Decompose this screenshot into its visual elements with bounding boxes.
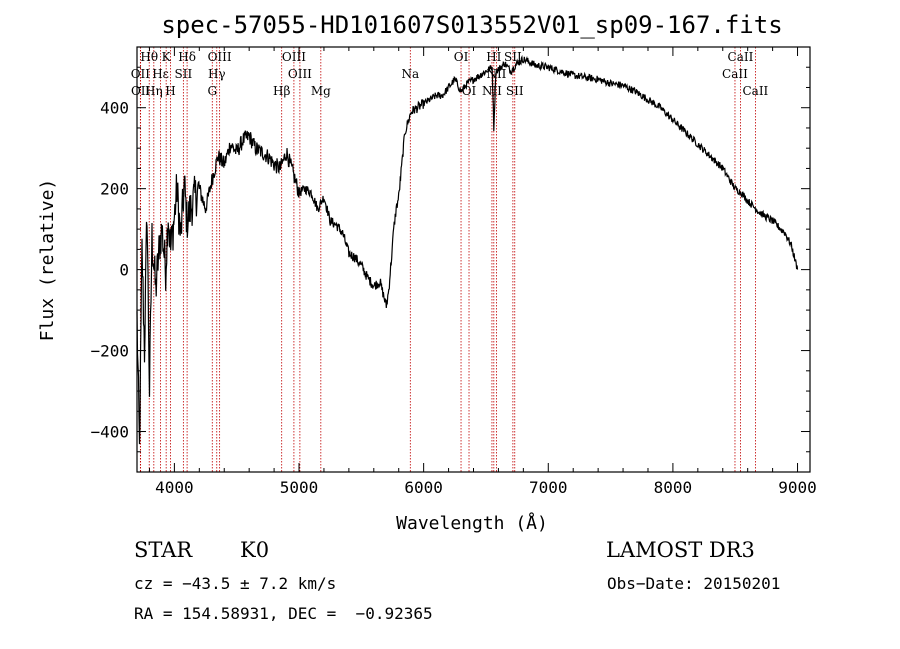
spectral-line-label: Hη <box>145 84 163 98</box>
x-tick-label: 9000 <box>778 478 817 497</box>
y-axis: −400 −200 0 200 400 <box>90 66 810 473</box>
survey-name: LAMOST DR3 <box>606 538 755 562</box>
object-class: STAR <box>134 538 193 562</box>
y-tick-label: 400 <box>100 99 129 118</box>
spectral-line-label: Hδ <box>178 50 196 64</box>
spectral-line-label: Hθ <box>140 50 158 64</box>
x-tick-label: 4000 <box>155 478 194 497</box>
spectral-line-label: Hε <box>152 67 169 81</box>
spectral-line-label: CaII <box>722 67 748 81</box>
spectrum-chart: spec-57055-HD101607S013552V01_sp09-167.f… <box>37 11 817 534</box>
plot-frame <box>136 46 811 473</box>
y-axis-label: Flux (relative) <box>37 179 58 342</box>
spectral-line-label: NII <box>482 84 502 98</box>
spectral-line-label: OII <box>131 67 151 81</box>
spectral-line-label: G <box>207 84 217 98</box>
x-tick-label: 8000 <box>654 478 693 497</box>
x-tick-label: 6000 <box>404 478 443 497</box>
spectral-line-label: Hβ <box>273 84 290 98</box>
spectral-line-label: CaII <box>742 84 768 98</box>
spectral-line-label: HI <box>486 50 501 64</box>
spectral-line-label: Na <box>401 67 419 81</box>
spectral-line-markers <box>139 47 756 472</box>
spectral-line-label: CaII <box>728 50 754 64</box>
spectral-line-label: K <box>162 50 172 64</box>
observation-date: Obs−Date: 20150201 <box>607 574 781 593</box>
spectral-line-label: OIII <box>208 50 232 64</box>
spectral-line-label: Hγ <box>208 67 226 81</box>
redshift-value: cz = −43.5 ± 7.2 km/s <box>134 574 337 593</box>
x-axis-label: Wavelength (Å) <box>396 512 548 534</box>
x-tick-label: 7000 <box>529 478 568 497</box>
y-tick-label: −200 <box>90 342 129 361</box>
spectrum-line <box>136 54 799 445</box>
spectral-line-label: Mg <box>311 84 331 98</box>
spectral-line-label: OI <box>454 50 469 64</box>
y-tick-label: 0 <box>119 261 129 280</box>
spectral-line-label: SII <box>506 84 524 98</box>
spectral-line-label: OIII <box>288 67 312 81</box>
object-subclass: K0 <box>240 538 270 562</box>
spectral-line-label: OII <box>131 84 151 98</box>
x-tick-label: 5000 <box>280 478 319 497</box>
spectral-line-labels: Hθ K Hδ OIII OIII OI HI SII CaII OII Hε SII Hγ OIII Na… <box>131 50 769 98</box>
spectral-line-label: SII <box>175 67 193 81</box>
y-tick-label: 200 <box>100 180 129 199</box>
x-axis: 4000 5000 6000 7000 8000 9000 <box>148 47 817 497</box>
chart-title: spec-57055-HD101607S013552V01_sp09-167.f… <box>161 11 782 39</box>
y-tick-label: −400 <box>90 423 129 442</box>
spectral-line-label: H <box>165 84 175 98</box>
spectral-line-label: OIII <box>282 50 306 64</box>
coordinates: RA = 154.58931, DEC = −0.92365 <box>134 604 433 623</box>
